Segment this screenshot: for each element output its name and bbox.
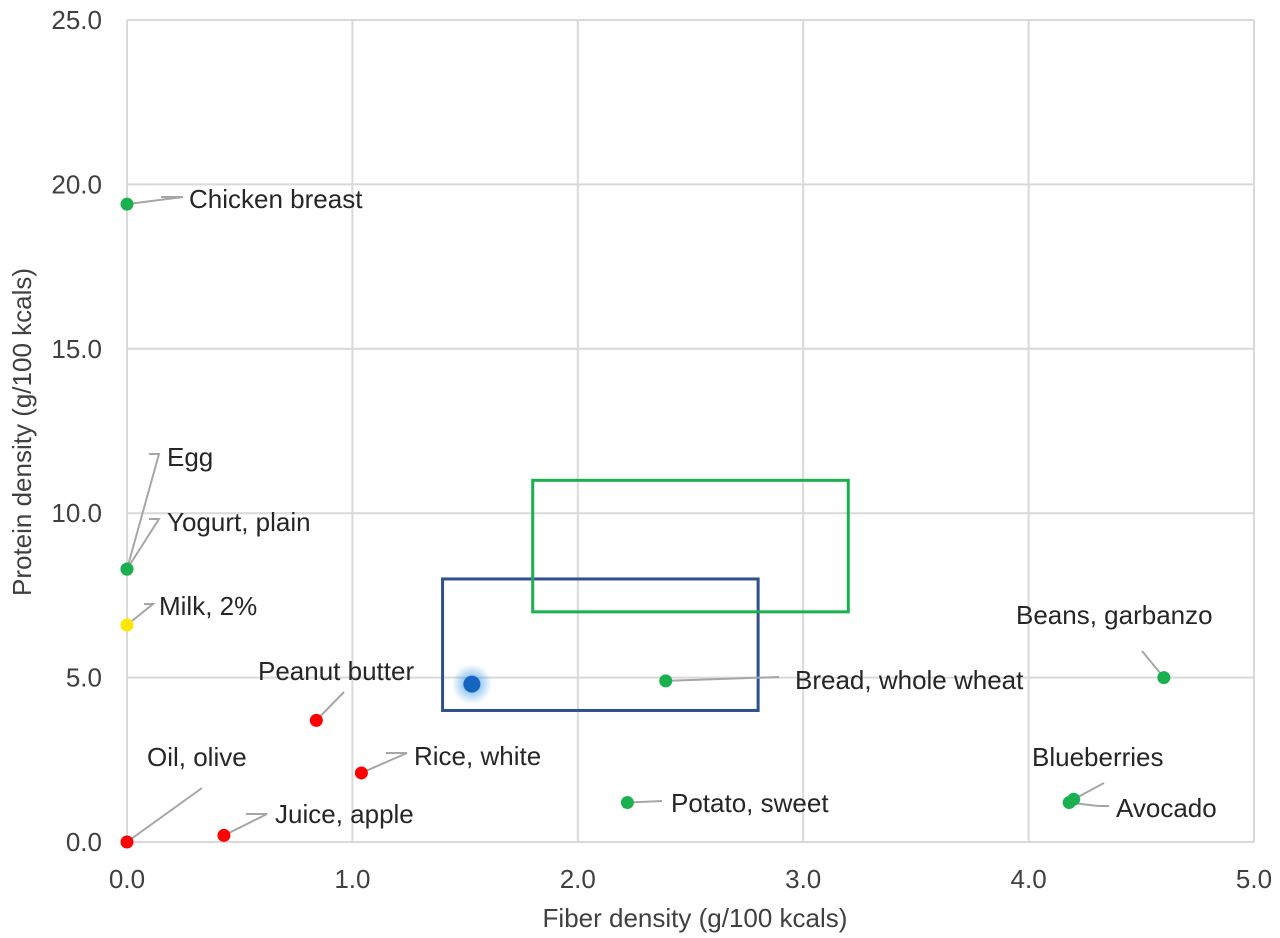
label-leader-line [126,603,156,626]
x-tick-label: 3.0 [785,864,821,894]
point-label: Rice, white [414,741,541,771]
data-point [120,197,134,211]
label-leader-line [126,196,184,206]
gridlines [126,19,1255,843]
point-label: Yogurt, plain [167,507,311,537]
data-point [1157,671,1171,685]
x-tick-label: 2.0 [560,864,596,894]
label-leader-line [315,691,345,722]
point-label: Avocado [1116,793,1217,823]
y-tick-label: 10.0 [51,498,102,528]
data-point [120,562,134,576]
y-tick-label: 5.0 [66,663,102,693]
data-point [217,828,231,842]
highlight-boxes [441,478,850,712]
y-tick-label: 15.0 [51,334,102,364]
data-point [620,796,634,810]
label-leader-line [361,752,408,774]
range-box [531,478,850,614]
point-label: Beans, garbanzo [1016,600,1213,630]
y-tick-label: 0.0 [66,827,102,857]
label-leader-line [223,813,268,837]
point-label: Egg [167,442,213,472]
x-tick-label: 4.0 [1011,864,1047,894]
point-labels: Chicken breast Egg Yogurt, plain Milk, 2% Oi… [147,184,1217,829]
data-point [309,713,323,727]
data-point [1062,796,1076,810]
x-axis-title: Fiber density (g/100 kcals) [543,903,848,933]
label-leader-line [1069,801,1109,807]
point-label: Chicken breast [189,184,363,214]
point-label: Juice, apple [275,799,414,829]
data-point [354,766,368,780]
label-leader-line [126,518,161,570]
x-tick-label: 1.0 [334,864,370,894]
point-label: Peanut butter [258,656,414,686]
x-tick-label: 0.0 [109,864,145,894]
point-label: Oil, olive [147,742,247,772]
data-point [120,835,134,849]
data-point [659,674,673,688]
point-label: Bread, whole wheat [795,665,1024,695]
point-label: Milk, 2% [159,591,257,621]
y-tick-label: 20.0 [51,169,102,199]
tick-labels: 0.0 1.0 2.0 3.0 4.0 5.0 0.0 5.0 10.0 15.0 20.0 25.0 [51,5,1272,894]
highlighted-point [463,675,481,693]
label-leader-line [665,676,780,682]
label-leader-line [126,453,161,570]
label-leader-line [126,787,203,843]
range-box [441,577,760,712]
point-label: Blueberries [1032,742,1164,772]
x-tick-label: 5.0 [1236,864,1272,894]
data-point [120,618,134,632]
y-axis-title: Protein density (g/100 kcals) [7,268,37,596]
point-label: Potato, sweet [671,788,829,818]
data-points [120,197,1171,849]
y-tick-label: 25.0 [51,5,102,35]
